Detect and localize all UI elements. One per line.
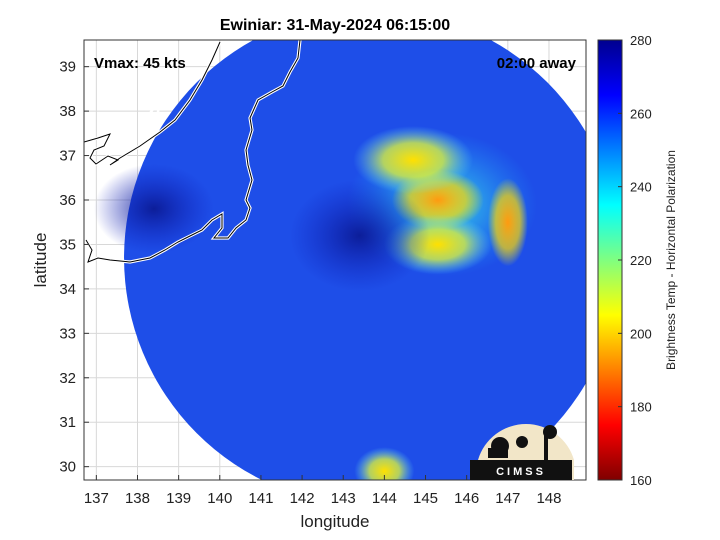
feature-1 [487,178,528,267]
x-tick-label-8: 145 [413,490,438,507]
y-tick-label-9: 39 [59,59,76,76]
y-tick-label-8: 38 [59,103,76,120]
feature-4 [289,179,430,292]
x-tick-label-7: 144 [372,490,397,507]
x-ticks: 137 138 139 140 141 142 143 144 145 146 147 148 [84,475,561,507]
colorbar-ticks: 160 180 200 220 240 260 280 [618,33,652,488]
plot-frame [83,39,587,481]
colorbar-label: Brightness Temp - Horizontal Polarizatio… [664,150,678,370]
colorbar-tick-label-0: 160 [630,473,652,488]
y-tick-label-3: 33 [59,325,76,342]
time-offset-annotation: 02:00 away [497,55,577,72]
colorbar-tick-label-3: 220 [630,253,652,268]
y-tick-label-2: 32 [59,370,76,387]
x-tick-label-3: 140 [207,490,232,507]
x-tick-label-6: 143 [331,490,356,507]
x-tick-label-1: 138 [125,490,150,507]
chart-title: Ewiniar: 31-May-2024 06:15:00 [220,17,450,34]
cimss-logo: CIMSS [470,423,574,480]
colorbar-tick-label-5: 260 [630,106,652,121]
y-tick-label-6: 36 [59,192,76,209]
x-tick-label-0: 137 [84,490,109,507]
coastline-2-inner [84,41,221,166]
colorbar-tick-label-2: 200 [630,326,652,341]
vmax-annotation: Vmax: 45 kts [94,55,186,72]
x-tick-label-10: 147 [495,490,520,507]
x-axis-label: longitude [300,512,369,531]
y-ticks: 30 31 32 33 34 35 36 37 38 39 [59,59,89,476]
x-tick-label-2: 139 [166,490,191,507]
x-tick-label-11: 148 [536,490,561,507]
y-tick-label-5: 35 [59,236,76,253]
x-tick-label-4: 141 [248,490,273,507]
y-axis-label: latitude [31,233,50,288]
background-patch-1 [93,163,214,254]
colorbar-tick-label-6: 280 [630,33,652,48]
colorbar-tick-label-1: 180 [630,400,652,415]
y-tick-label-0: 30 [59,459,76,476]
colorbar-tick-label-4: 240 [630,180,652,195]
y-tick-label-1: 31 [59,414,76,431]
feature-2 [353,126,474,194]
coastline-3 [143,99,162,122]
x-tick-label-9: 146 [454,490,479,507]
coastline-1-inner [85,40,301,263]
x-tick-label-5: 142 [290,490,315,507]
logo-text: CIMSS [496,466,546,478]
y-tick-label-4: 34 [59,281,76,298]
y-tick-label-7: 37 [59,148,76,165]
storm-features [93,126,537,480]
feature-5 [354,447,415,480]
